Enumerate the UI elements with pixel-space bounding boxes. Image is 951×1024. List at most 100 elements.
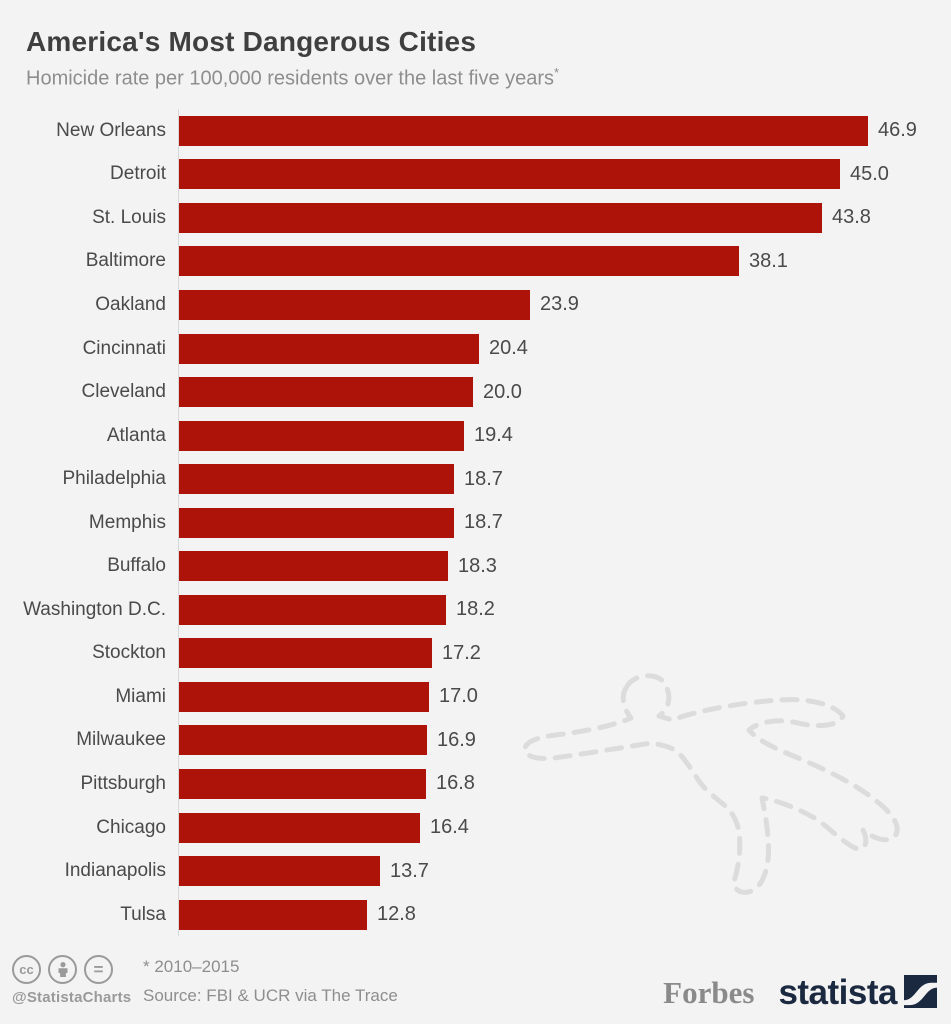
value-label: 38.1 [749, 249, 788, 272]
bar [179, 377, 473, 408]
value-label: 20.4 [489, 337, 528, 359]
bar-track: 17.0 [178, 675, 951, 719]
bar [179, 202, 822, 233]
forbes-logo: Forbes [663, 975, 755, 1010]
city-label: Buffalo [107, 555, 166, 577]
bar [179, 159, 840, 190]
city-label: Baltimore [85, 250, 166, 272]
bar [179, 856, 380, 887]
bar [179, 899, 367, 930]
bar-track: 46.9 [178, 109, 951, 153]
bar-row: Miami 17.0 [0, 675, 951, 719]
chalk-outline-path [522, 673, 900, 895]
bar-row: St. Louis 43.8 [0, 196, 951, 240]
bar-row: Cleveland 20.0 [0, 370, 951, 414]
city-label: Miami [115, 685, 166, 707]
bar-track: 20.0 [178, 370, 951, 414]
bar [179, 681, 429, 712]
city-label: Chicago [96, 816, 166, 838]
bar-track: 18.2 [178, 588, 951, 632]
attribution-person-icon [48, 955, 77, 984]
license-block: cc = @StatistaCharts [12, 955, 142, 1006]
bar-row: Milwaukee 16.9 [0, 718, 951, 763]
city-label: Milwaukee [76, 729, 166, 751]
city-label: Indianapolis [64, 860, 166, 882]
bar-track: 18.3 [178, 544, 951, 589]
bar-row: Pittsburgh 16.8 [0, 762, 951, 806]
value-label: 20.0 [483, 380, 522, 403]
value-label: 45.0 [850, 162, 889, 185]
bar-track: 17.2 [178, 631, 951, 676]
chart-header: America's Most Dangerous Cities Homicide… [26, 26, 559, 91]
bar-row: Chicago 16.4 [0, 805, 951, 850]
city-label: Cleveland [81, 381, 167, 403]
bar-track: 45.0 [178, 152, 951, 197]
bar-row: Atlanta 19.4 [0, 413, 951, 458]
bar-row: Cincinnati 20.4 [0, 326, 951, 371]
bar [179, 594, 446, 625]
bar [179, 638, 432, 669]
bar-row: New Orleans 46.9 [0, 109, 951, 153]
city-label: New Orleans [56, 119, 166, 141]
value-label: 16.9 [437, 728, 476, 751]
bar-row: Indianapolis 13.7 [0, 849, 951, 893]
bar-track: 38.1 [178, 239, 951, 284]
bar-track: 16.9 [178, 718, 951, 763]
bar [179, 551, 448, 582]
city-label: Atlanta [106, 424, 166, 446]
bar-row: Philadelphia 18.7 [0, 457, 951, 501]
bar-row: Detroit 45.0 [0, 152, 951, 197]
bar [179, 464, 454, 495]
footnote-text: * 2010–2015 [143, 957, 240, 976]
city-label: Detroit [110, 163, 166, 185]
bar [179, 420, 464, 451]
brand-logos: Forbes statista [663, 973, 937, 1013]
bar [179, 289, 530, 320]
statista-logo: statista [778, 973, 937, 1013]
bar-track: 13.7 [178, 849, 951, 893]
bar [179, 507, 454, 538]
bar-rows: New Orleans 46.9 Detroit 45.0 St. Louis 43.8 B… [0, 109, 951, 937]
city-label: Cincinnati [82, 337, 166, 359]
city-label: Tulsa [120, 903, 166, 925]
city-label: Washington D.C. [23, 598, 166, 620]
bar-track: 16.8 [178, 762, 951, 806]
bar [179, 725, 427, 756]
value-label: 19.4 [474, 424, 513, 447]
bar-track: 18.7 [178, 500, 951, 545]
value-label: 17.0 [439, 685, 478, 708]
no-derivatives-icon: = [84, 955, 113, 984]
value-label: 17.2 [442, 641, 481, 664]
value-label: 18.2 [456, 598, 495, 621]
value-label: 16.8 [436, 772, 475, 795]
bar-row: Oakland 23.9 [0, 283, 951, 327]
bar-row: Tulsa 12.8 [0, 892, 951, 937]
footnotes-block: * 2010–2015 Source: FBI & UCR via The Tr… [143, 957, 398, 1006]
bar-track: 23.9 [178, 283, 951, 327]
statista-wordmark: statista [778, 973, 897, 1013]
footnote-marker: * [554, 65, 560, 80]
bar-track: 19.4 [178, 413, 951, 458]
bar-track: 16.4 [178, 805, 951, 850]
city-label: Pittsburgh [80, 772, 166, 794]
value-label: 13.7 [390, 859, 429, 882]
value-label: 18.7 [464, 511, 503, 534]
statista-charts-handle: @StatistaCharts [12, 989, 132, 1006]
bar [179, 333, 479, 364]
value-label: 43.8 [832, 206, 871, 229]
bar-row: Washington D.C. 18.2 [0, 588, 951, 632]
value-label: 46.9 [878, 119, 917, 142]
city-label: Oakland [95, 293, 166, 315]
subtitle-text: Homicide rate per 100,000 residents over… [26, 67, 555, 90]
cc-icon: cc [12, 955, 41, 984]
bar [179, 115, 868, 146]
chalk-body-outline-decoration [522, 673, 900, 895]
license-icons: cc = [12, 955, 142, 984]
value-label: 23.9 [540, 293, 579, 316]
city-label: St. Louis [92, 206, 166, 228]
statista-swoosh-icon [904, 975, 937, 1008]
bar-row: Memphis 18.7 [0, 500, 951, 545]
bar-track: 43.8 [178, 196, 951, 240]
city-label: Philadelphia [62, 468, 166, 490]
bar-track: 12.8 [178, 892, 951, 937]
